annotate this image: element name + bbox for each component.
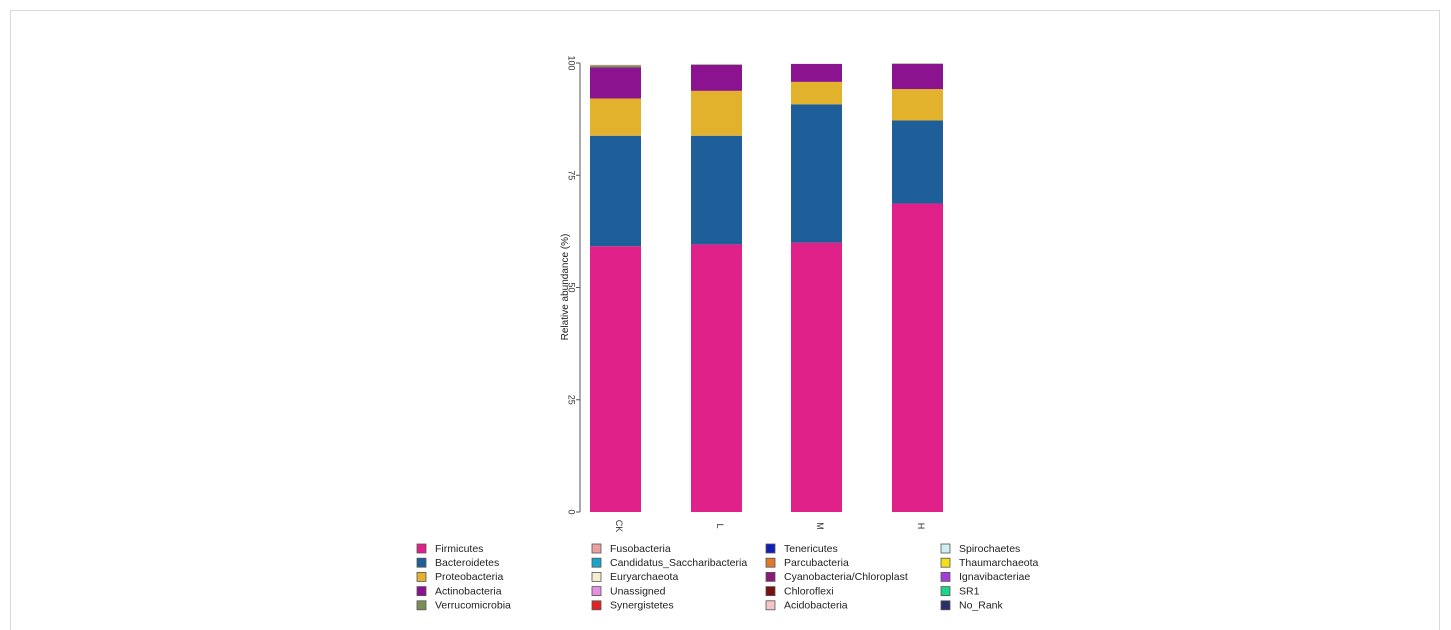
legend-item: Tenericutes [766,543,838,555]
legend-label: Tenericutes [784,543,838,555]
bar-segment-Firmicutes [892,204,943,512]
legend-swatch [766,601,775,610]
legend-item: Synergistetes [592,600,674,612]
legend-swatch [592,587,601,596]
bar-segment-Actinobacteria [691,65,742,91]
legend-label: Thaumarchaeota [959,557,1039,569]
legend-item: Candidatus_Saccharibacteria [592,557,747,569]
y-tick-label: 0 [567,509,577,514]
legend-item: Unassigned [592,585,666,597]
x-tick-label: CK [614,520,624,533]
bar-segment-Actinobacteria [590,67,641,98]
bar-segment-Firmicutes [691,244,742,512]
legend-label: Cyanobacteria/Chloroplast [784,571,908,583]
bar-segment-Actinobacteria [892,64,943,89]
legend-label: Synergistetes [610,600,674,612]
legend-label: Fusobacteria [610,543,671,555]
bar-segment-Bacteroidetes [590,136,641,246]
bar-segment-Bacteroidetes [691,136,742,245]
legend-item: Cyanobacteria/Chloroplast [766,571,908,583]
legend-item: Proteobacteria [417,571,503,583]
legend-swatch [417,601,426,610]
legend-label: Acidobacteria [784,600,848,612]
legend-label: Proteobacteria [435,571,503,583]
legend: Firmicutes Bacteroidetes Proteobacteria Act… [417,543,1039,612]
bar-segment-Bacteroidetes [791,104,842,242]
y-tick-label: 25 [567,395,577,405]
bar-segment-Firmicutes [791,243,842,512]
legend-label: Parcubacteria [784,557,849,569]
legend-label: Ignavibacteriae [959,571,1030,583]
legend-label: Euryarchaeota [610,571,678,583]
y-tick-label: 75 [567,170,577,180]
legend-item: Chloroflexi [766,585,834,597]
legend-swatch [592,572,601,581]
bar-segment-Verrucomicrobia [590,65,641,67]
bar-stack-CK [590,65,641,512]
legend-item: Thaumarchaeota [941,557,1039,569]
legend-swatch [941,601,950,610]
legend-swatch [766,572,775,581]
legend-label: Candidatus_Saccharibacteria [610,557,747,569]
legend-label: Bacteroidetes [435,557,499,569]
y-axis-title: Relative abundance (%) [560,234,571,341]
legend-swatch [941,572,950,581]
bar-stack-H [892,63,943,512]
legend-swatch [417,558,426,567]
bar-segment-Proteobacteria [791,82,842,104]
legend-swatch [941,544,950,553]
legend-swatch [592,558,601,567]
bar-stack-L [691,64,742,512]
x-tick-label: L [715,523,725,528]
bar-segment-Bacteroidetes [892,120,943,203]
legend-swatch [941,587,950,596]
legend-swatch [417,587,426,596]
legend-item: Firmicutes [417,543,483,555]
legend-item: Spirochaetes [941,543,1020,555]
x-tick-label: H [916,523,926,530]
legend-swatch [592,601,601,610]
legend-item: SR1 [941,585,980,597]
bar-segment-Firmicutes [590,246,641,512]
legend-item: Bacteroidetes [417,557,499,569]
legend-item: Verrucomicrobia [417,600,511,612]
bar-segment-Actinobacteria [791,64,842,82]
legend-label: Chloroflexi [784,585,834,597]
bar-segment-Proteobacteria [892,89,943,120]
legend-swatch [766,587,775,596]
legend-label: No_Rank [959,600,1004,612]
legend-item: Ignavibacteriae [941,571,1030,583]
legend-swatch [417,572,426,581]
bar-stack-M [791,64,842,512]
legend-swatch [592,544,601,553]
legend-item: Parcubacteria [766,557,849,569]
legend-swatch [941,558,950,567]
legend-item: Euryarchaeota [592,571,678,583]
legend-swatch [417,544,426,553]
x-tick-label: M [815,522,825,530]
x-axis-tick-labels: CK L M H [614,520,926,533]
y-tick-label: 100 [567,55,577,70]
legend-label: Actinobacteria [435,585,502,597]
legend-label: SR1 [959,585,980,597]
legend-label: Verrucomicrobia [435,600,511,612]
bars [590,63,943,512]
bar-segment-Proteobacteria [691,91,742,136]
legend-label: Unassigned [610,585,666,597]
legend-item: Actinobacteria [417,585,502,597]
legend-label: Spirochaetes [959,543,1020,555]
legend-swatch [766,544,775,553]
legend-item: No_Rank [941,600,1004,612]
legend-item: Fusobacteria [592,543,671,555]
legend-item: Acidobacteria [766,600,848,612]
legend-swatch [766,558,775,567]
bar-segment-Proteobacteria [590,98,641,135]
legend-label: Firmicutes [435,543,483,555]
